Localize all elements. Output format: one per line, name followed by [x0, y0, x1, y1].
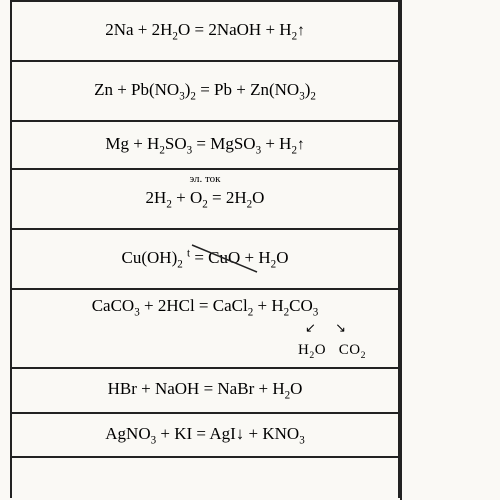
equation-text: Mg + H2SO3 = MgSO3 + H2	[105, 134, 304, 153]
equation-row: Mg + H2SO3 = MgSO3 + H2	[11, 121, 399, 169]
equation-row: HBr + NaOH = NaBr + H2O	[11, 368, 399, 412]
equation-text: CaCO3 + 2HCl = CaCl2 + H2CO3	[26, 296, 384, 318]
equation-text: Zn + Pb(NO3)2 = Pb + Zn(NO3)2	[94, 80, 316, 99]
equation-row: Zn + Pb(NO3)2 = Pb + Zn(NO3)2	[11, 61, 399, 121]
decomposition-arrows: ↙ ↘	[26, 320, 384, 336]
equation-text: Cu(OH)2 t = CuO + H2O	[122, 248, 289, 267]
decomposition-products: H2O CO2	[26, 342, 384, 361]
equation-text: 2H2 + O2 = 2H2O	[146, 188, 265, 207]
equation-row: эл. ток 2H2 + O2 = 2H2O	[11, 169, 399, 229]
equation-text	[203, 468, 207, 487]
equation-row	[11, 457, 399, 498]
equation-row: AgNO3 + KI = AgI↓ + KNO3	[11, 413, 399, 457]
equations-table: 2Na + 2H2O = 2NaOH + H2 Zn + Pb(NO3)2 = …	[10, 0, 400, 498]
equation-row: CaCO3 + 2HCl = CaCl2 + H2CO3 ↙ ↘ H2O CO2	[11, 289, 399, 368]
equation-text: 2Na + 2H2O = 2NaOH + H2	[105, 20, 305, 39]
equation-text: HBr + NaOH = NaBr + H2O	[108, 379, 303, 398]
right-column-margin	[400, 0, 480, 500]
equation-text: AgNO3 + KI = AgI↓ + KNO3	[105, 424, 304, 443]
scanned-page: 2Na + 2H2O = 2NaOH + H2 Zn + Pb(NO3)2 = …	[0, 0, 500, 500]
equation-row: Cu(OH)2 t = CuO + H2O	[11, 229, 399, 289]
equation-row: 2Na + 2H2O = 2NaOH + H2	[11, 1, 399, 61]
reaction-condition: эл. ток	[189, 173, 220, 185]
